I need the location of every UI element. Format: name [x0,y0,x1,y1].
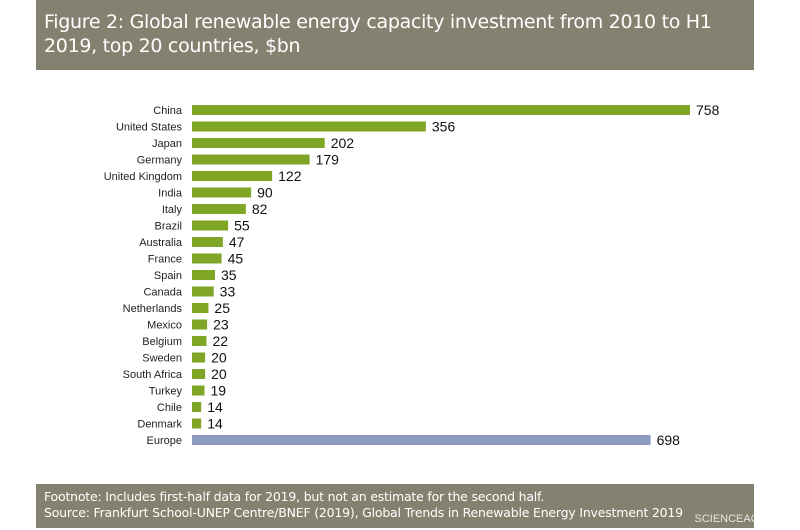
bar [192,352,206,363]
data-label: 47 [229,234,245,250]
bar [192,171,273,181]
bar [192,237,223,247]
bar [192,369,206,379]
category-label: Australia [139,237,183,249]
category-label: Japan [152,138,182,150]
category-label: China [153,105,183,117]
data-label: 698 [657,432,681,448]
bar [192,336,207,346]
footer: Footnote: Includes first-half data for 2… [36,484,754,528]
bar [192,253,222,264]
bar [192,138,325,148]
category-label: Canada [143,287,182,299]
category-label: South Africa [123,369,183,381]
data-label: 20 [211,350,227,366]
data-label: 45 [228,251,244,267]
watermark: SCIENCEAQ.COM [694,513,788,525]
data-label: 55 [234,218,250,234]
chart-title: Figure 2: Global renewable energy capaci… [36,0,754,70]
data-label: 202 [331,135,355,151]
bar [192,204,246,214]
source: Source: Frankfurt School-UNEP Centre/BNE… [44,505,683,520]
category-label: Chile [157,402,182,414]
data-label: 122 [278,168,302,184]
data-label: 33 [220,284,236,300]
category-label: Turkey [149,386,183,398]
bar [192,121,426,132]
data-label: 179 [316,152,340,168]
data-label: 14 [207,416,223,432]
data-label: 35 [221,267,237,283]
category-label: Denmark [137,419,182,431]
category-label: Spain [154,270,182,282]
bar [192,385,205,396]
category-label: Italy [162,204,183,216]
data-label: 20 [211,366,227,382]
data-label: 356 [432,119,456,135]
data-label: 25 [214,300,230,316]
category-label: Mexico [147,320,182,332]
bar [192,319,208,330]
category-label: Brazil [154,221,182,233]
bar [192,270,215,280]
bar [192,105,690,115]
data-label: 22 [212,333,228,349]
category-label: India [158,188,183,200]
bar [192,435,651,445]
category-label: United States [116,122,183,134]
data-label: 19 [210,383,226,399]
bar [192,187,252,198]
bar [192,154,310,165]
category-label: Belgium [142,336,182,348]
bar [192,286,214,297]
data-label: 23 [213,317,229,333]
category-label: Netherlands [123,303,183,315]
bar [192,418,202,429]
category-label: United Kingdom [104,171,182,183]
bar [192,402,202,412]
data-label: 82 [252,201,268,217]
bar-chart: China 758 United States 356 Japan 202 Germany 1… [104,102,720,448]
category-label: Germany [137,155,183,167]
category-label: Sweden [142,353,182,365]
category-label: France [148,254,182,266]
bar [192,220,229,231]
data-label: 758 [696,102,720,118]
data-label: 14 [207,399,223,415]
data-label: 90 [257,185,273,201]
category-label: Europe [147,435,182,447]
bar [192,303,209,313]
footnote: Footnote: Includes first-half data for 2… [44,489,545,504]
